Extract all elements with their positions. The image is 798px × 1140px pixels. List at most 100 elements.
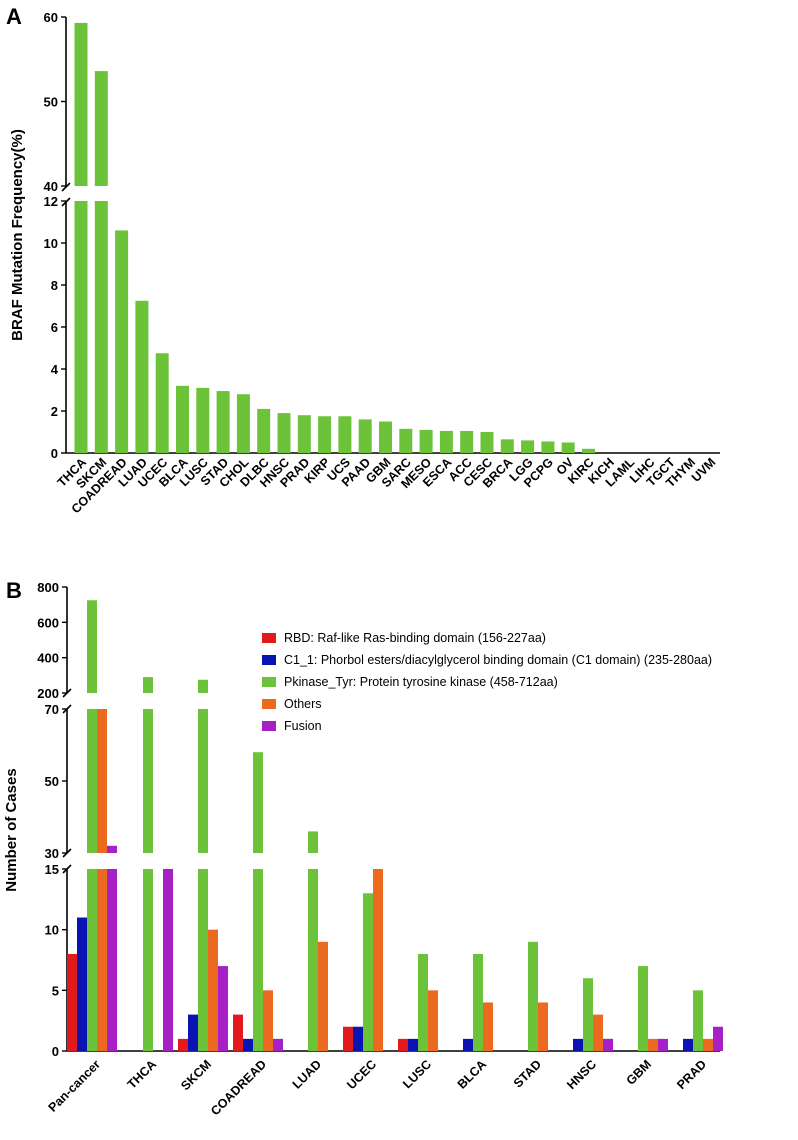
legend-swatch: [262, 721, 276, 731]
bar-ov: [561, 442, 575, 453]
bar-pan-cancer-c1-1: [77, 917, 87, 1051]
bar-hnsc-pkinase-tyr: [583, 978, 593, 1051]
bar-pan-cancer-others-mid: [97, 709, 107, 853]
x-tick-label: SKCM: [178, 1057, 214, 1093]
bar-cesc: [480, 432, 494, 453]
legend-label: C1_1: Phorbol esters/diacylglycerol bind…: [284, 653, 712, 667]
bar-ucec-c1-1: [353, 1026, 363, 1051]
bar-coadread-fusion: [273, 1038, 283, 1051]
y-tick-label: 30: [45, 846, 59, 861]
y-tick-label: 50: [44, 95, 58, 110]
bar-ucs: [338, 416, 352, 453]
bar-kirc: [582, 448, 595, 453]
bar-blca: [176, 385, 189, 453]
bar-skcm-fusion: [218, 966, 228, 1051]
x-tick-label: STAD: [511, 1057, 544, 1090]
bar-pan-cancer-others: [97, 869, 107, 1051]
legend-swatch: [262, 699, 276, 709]
y-tick-label: 15: [45, 862, 59, 877]
bar-meso: [419, 429, 433, 453]
x-tick-label: UVM: [689, 455, 719, 485]
y-tick-label: 5: [52, 983, 59, 998]
bar-sarc: [399, 428, 413, 453]
bar-lusc: [196, 387, 210, 453]
x-tick-label: LUAD: [290, 1057, 324, 1091]
y-tick-label: 0: [52, 1044, 59, 1059]
x-tick-label: LUSC: [400, 1057, 434, 1091]
bar-ucec-pkinase-tyr: [363, 893, 373, 1051]
bar-lusc-pkinase-tyr: [418, 953, 428, 1051]
bar-skcm-rbd: [178, 1038, 188, 1051]
bar-coadread-c1-1: [243, 1038, 253, 1051]
bar-gbm-pkinase-tyr: [638, 966, 648, 1051]
bar-pan-cancer-rbd: [67, 953, 77, 1051]
bar-skcm-others: [208, 929, 218, 1051]
bar-prad-pkinase-tyr: [693, 990, 703, 1051]
bar-coadread-others: [263, 990, 273, 1051]
legend-label: Fusion: [284, 719, 322, 733]
y-tick-label: 10: [44, 236, 58, 251]
bar-blca-others: [483, 1002, 493, 1051]
x-tick-label: BLCA: [455, 1057, 489, 1091]
bar-luad: [135, 300, 149, 453]
bar-hnsc: [277, 413, 291, 453]
bar-stad: [216, 391, 230, 453]
bar-coadread-rbd: [233, 1014, 243, 1051]
bar-pan-cancer-fusion: [107, 869, 117, 1051]
y-tick-label: 40: [44, 179, 58, 194]
bar-pcpg: [541, 441, 555, 453]
bar-skcm-pkinase-tyr-mid: [198, 709, 208, 853]
bar-ucec-others: [373, 869, 383, 1051]
bar-prad: [297, 415, 311, 453]
bar-hnsc-fusion: [603, 1038, 613, 1051]
y-tick-label: 400: [37, 651, 59, 666]
y-tick-label: 12: [44, 194, 58, 209]
legend-swatch: [262, 677, 276, 687]
bar-skcm: [94, 201, 108, 453]
y-axis-title: Number of Cases: [3, 768, 20, 891]
bar-esca: [439, 430, 453, 453]
legend-label: RBD: Raf-like Ras-binding domain (156-22…: [284, 631, 546, 645]
bar-luad-pkinase-tyr-mid: [308, 831, 318, 853]
bar-ucec-rbd: [343, 1026, 353, 1051]
x-tick-label: Pan-cancer: [46, 1057, 104, 1115]
bar-hnsc-c1-1: [573, 1038, 583, 1051]
legend-swatch: [262, 633, 276, 643]
bar-skcm-upper: [94, 71, 108, 186]
x-tick-label: HNSC: [564, 1057, 599, 1092]
bar-pan-cancer-pkinase-tyr-mid: [87, 709, 97, 853]
y-tick-label: 2: [51, 404, 58, 419]
bar-luad-others: [318, 941, 328, 1051]
bar-gbm-fusion: [658, 1038, 668, 1051]
y-tick-label: 8: [51, 278, 58, 293]
bar-thca-pkinase-tyr-mid: [143, 709, 153, 853]
bar-acc: [460, 430, 474, 453]
y-tick-label: 10: [45, 923, 59, 938]
bar-pan-cancer-pkinase-tyr: [87, 869, 97, 1051]
x-tick-label: COADREAD: [208, 1057, 269, 1118]
bar-thca-upper: [74, 22, 88, 186]
y-axis-title: BRAF Mutation Frequency(%): [9, 129, 26, 341]
axis-break-mark: [61, 197, 71, 207]
bar-coadread-pkinase-tyr-mid: [253, 752, 263, 853]
bar-prad-c1-1: [683, 1038, 693, 1051]
bar-skcm-c1-1: [188, 1014, 198, 1051]
legend-label: Pkinase_Tyr: Protein tyrosine kinase (45…: [284, 675, 558, 689]
bar-gbm-others: [648, 1038, 658, 1051]
bar-pan-cancer-pkinase-tyr-high: [87, 600, 97, 693]
bar-lusc-others: [428, 990, 438, 1051]
bar-thca-pkinase-tyr: [143, 869, 153, 1051]
y-tick-label: 800: [37, 580, 59, 595]
y-tick-label: 50: [45, 774, 59, 789]
bar-stad-pkinase-tyr: [528, 941, 538, 1051]
bar-paad: [358, 419, 372, 453]
bar-skcm-pkinase-tyr: [198, 869, 208, 1051]
panel-a-label: A: [6, 4, 22, 29]
bar-lgg: [521, 440, 535, 453]
y-tick-label: 4: [51, 362, 59, 377]
x-tick-label: THCA: [125, 1057, 159, 1091]
bar-thca-fusion: [163, 869, 173, 1051]
